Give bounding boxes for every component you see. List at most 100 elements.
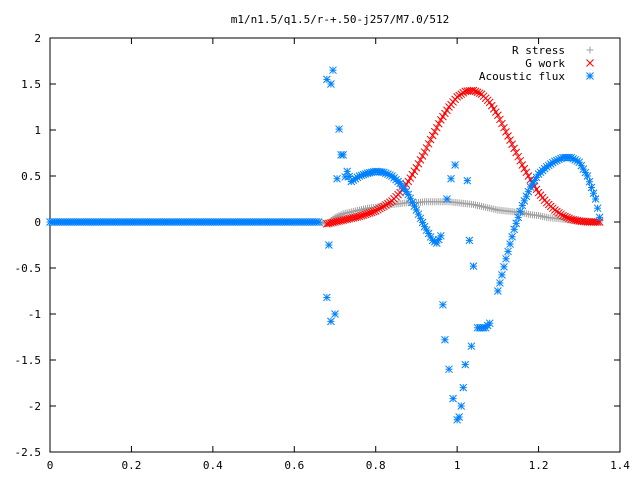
data-point — [439, 300, 447, 309]
y-tick-label: -2 — [28, 400, 41, 413]
data-point — [508, 140, 516, 149]
data-point — [496, 115, 504, 124]
data-point — [327, 317, 335, 326]
series-g-work — [323, 86, 604, 228]
x-tick-label: 1 — [454, 459, 461, 472]
data-point — [441, 335, 449, 344]
data-point — [504, 132, 512, 140]
data-point — [514, 213, 523, 222]
data-point — [502, 127, 510, 136]
data-point — [498, 119, 506, 128]
legend-marker — [586, 59, 594, 67]
data-point — [459, 383, 468, 392]
data-point — [449, 394, 457, 403]
data-point — [475, 89, 484, 98]
axis-ticks — [49, 37, 621, 453]
data-point — [329, 66, 337, 75]
chart-title: m1/n1.5/q1.5/r-+.50-j257/M7.0/512 — [231, 13, 450, 26]
data-point — [522, 168, 531, 177]
legend-marker — [586, 72, 594, 80]
data-point — [504, 247, 512, 256]
data-point — [512, 219, 521, 228]
x-tick-label: 0.4 — [203, 459, 223, 472]
data-point — [331, 310, 339, 318]
data-points — [46, 66, 604, 424]
data-point — [437, 231, 445, 240]
data-point — [361, 210, 370, 219]
data-point — [455, 413, 464, 421]
data-point — [465, 236, 474, 245]
data-point — [443, 195, 451, 203]
data-point — [339, 150, 347, 159]
data-point — [524, 172, 533, 180]
data-point — [323, 293, 331, 302]
data-point — [510, 144, 518, 153]
x-tick-label: 0.8 — [366, 459, 386, 472]
data-point — [461, 360, 470, 369]
data-point — [430, 127, 439, 136]
data-point — [591, 195, 600, 203]
data-point — [432, 123, 441, 132]
data-point — [457, 402, 466, 410]
data-point — [516, 207, 525, 216]
data-point — [473, 88, 482, 97]
data-point — [325, 241, 333, 249]
data-point — [367, 208, 376, 217]
y-tick-label: 0.5 — [21, 170, 41, 183]
data-point — [426, 135, 435, 144]
data-point — [418, 152, 427, 160]
plot-frame — [49, 37, 621, 453]
y-tick-label: -1.5 — [15, 354, 42, 367]
data-point — [508, 232, 516, 241]
data-point — [428, 131, 437, 140]
data-point — [396, 179, 404, 188]
x-tick-label: 1.4 — [610, 459, 630, 472]
data-point — [424, 139, 433, 148]
legend-marker — [586, 46, 594, 54]
data-point — [412, 163, 421, 172]
axis-tick-labels: 0 0.2 0.4 0.6 0.8 1 1.2 1.4 2 1.5 1 0.5 0 -0.5 -1 -1.5 -… — [15, 32, 631, 472]
data-point — [357, 211, 366, 220]
data-point — [595, 213, 604, 222]
data-point — [333, 174, 341, 183]
data-point — [404, 177, 413, 186]
data-point — [587, 183, 596, 192]
data-point — [494, 287, 502, 295]
data-point — [502, 254, 510, 263]
y-tick-label: 0 — [34, 216, 41, 229]
series-acoustic-flux — [46, 66, 604, 424]
data-point — [565, 214, 573, 223]
x-tick-label: 0.6 — [284, 459, 304, 472]
data-point — [335, 125, 343, 133]
data-point — [434, 119, 443, 128]
data-point — [500, 262, 508, 271]
data-point — [363, 209, 372, 218]
data-point — [451, 161, 459, 169]
legend-label: R stress — [512, 44, 565, 57]
data-point — [375, 204, 384, 213]
x-tick-label: 0.2 — [121, 459, 141, 472]
data-point — [416, 156, 425, 164]
data-point — [447, 174, 455, 183]
legend-label: Acoustic flux — [479, 70, 565, 83]
data-point — [463, 176, 472, 185]
data-point — [371, 207, 380, 215]
data-point — [500, 123, 508, 132]
y-tick-label: 2 — [34, 32, 41, 45]
data-point — [593, 204, 602, 213]
data-point — [420, 148, 429, 156]
data-point — [369, 207, 378, 216]
data-point — [406, 174, 415, 182]
data-point — [314, 218, 323, 226]
data-point — [518, 161, 527, 169]
legend-label: G work — [525, 57, 565, 70]
data-point — [516, 156, 525, 165]
data-point — [373, 205, 382, 214]
data-point — [327, 80, 335, 88]
data-point — [559, 211, 567, 220]
data-point — [422, 144, 431, 152]
x-tick-label: 0 — [47, 459, 54, 472]
y-tick-label: -1 — [28, 308, 41, 321]
